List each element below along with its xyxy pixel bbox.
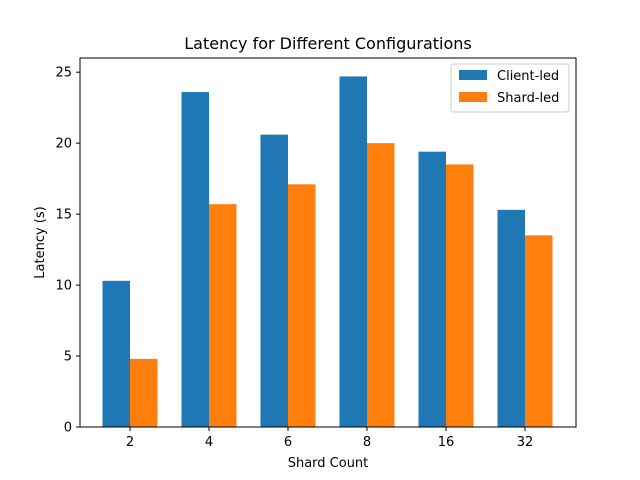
plot-frame xyxy=(79,57,577,428)
bar-shard-led-8 xyxy=(367,143,395,427)
y-axis-label: Latency (s) xyxy=(33,206,48,278)
bar-shard-led-16 xyxy=(446,164,474,427)
x-tick-label: 16 xyxy=(438,435,455,450)
x-tick-label: 8 xyxy=(363,435,371,450)
y-tick-label: 15 xyxy=(55,208,72,223)
y-axis-ticks: 0 5 10 15 20 25 xyxy=(55,66,80,436)
bar-client-led-8 xyxy=(339,76,367,427)
bars-group xyxy=(102,76,553,428)
y-tick-label: 20 xyxy=(55,137,72,152)
bar-client-led-4 xyxy=(181,92,209,428)
bar-shard-led-2 xyxy=(130,358,158,427)
bar-shard-led-32 xyxy=(525,235,553,427)
bar-client-led-6 xyxy=(260,134,288,427)
chart-title: Latency for Different Configurations xyxy=(184,34,471,53)
y-tick-label: 0 xyxy=(64,421,72,436)
legend-swatch-shard-led xyxy=(459,92,487,102)
y-tick-label: 25 xyxy=(55,66,72,81)
x-tick-label: 2 xyxy=(126,435,134,450)
bar-shard-led-6 xyxy=(288,184,316,427)
bar-shard-led-4 xyxy=(209,204,237,427)
legend-swatch-client-led xyxy=(459,70,487,80)
legend-label-shard-led: Shard-led xyxy=(497,91,559,106)
bar-client-led-2 xyxy=(102,280,130,427)
legend-label-client-led: Client-led xyxy=(497,69,559,84)
y-tick-label: 10 xyxy=(55,279,72,294)
x-axis-ticks: 2 4 6 8 16 32 xyxy=(126,427,533,450)
y-tick-label: 5 xyxy=(64,350,72,365)
x-axis-label: Shard Count xyxy=(288,456,369,471)
legend: Client-led Shard-led xyxy=(450,63,570,113)
bar-client-led-32 xyxy=(497,209,525,427)
x-tick-label: 32 xyxy=(517,435,534,450)
x-tick-label: 4 xyxy=(205,435,213,450)
bar-client-led-16 xyxy=(418,151,446,427)
x-tick-label: 6 xyxy=(284,435,292,450)
